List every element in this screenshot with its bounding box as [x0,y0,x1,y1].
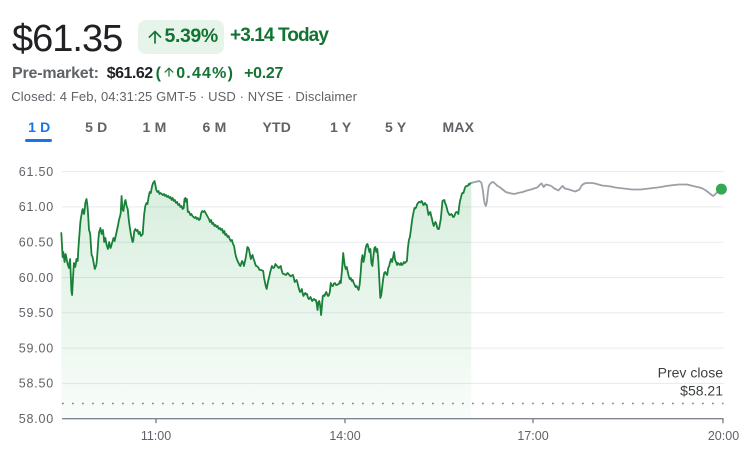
svg-text:17:00: 17:00 [517,429,548,443]
svg-text:61.00: 61.00 [19,200,54,214]
svg-text:$58.21: $58.21 [680,383,723,399]
svg-text:59.50: 59.50 [19,306,54,320]
svg-text:14:00: 14:00 [329,429,360,443]
svg-text:58.00: 58.00 [19,412,54,426]
svg-text:59.00: 59.00 [19,341,54,355]
svg-text:20:00: 20:00 [708,429,739,443]
svg-text:11:00: 11:00 [141,429,171,443]
svg-text:Prev close: Prev close [658,365,724,381]
svg-text:61.50: 61.50 [19,165,54,179]
svg-text:58.50: 58.50 [19,377,54,391]
svg-text:60.00: 60.00 [19,271,54,285]
svg-text:60.50: 60.50 [19,236,54,250]
